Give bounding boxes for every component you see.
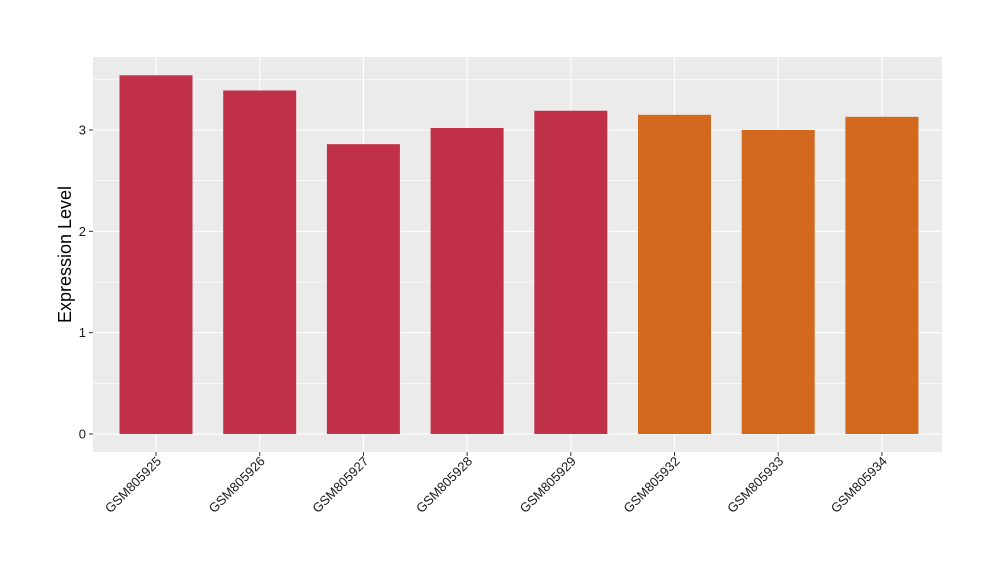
- bars: [119, 75, 919, 435]
- x-tick-label: GSM805925: [102, 454, 164, 516]
- x-axis: GSM805925 GSM805926 GSM805927 GSM805928 GSM8…: [102, 452, 890, 516]
- bar-GSM805927: [326, 144, 400, 435]
- bar-GSM805928: [430, 127, 504, 435]
- x-tick-label: GSM805927: [309, 454, 371, 516]
- x-tick-label: GSM805934: [828, 454, 890, 516]
- x-tick-label: GSM805928: [413, 454, 475, 516]
- bar-GSM805933: [741, 130, 815, 434]
- bar-GSM805926: [223, 90, 297, 434]
- bar-GSM805929: [534, 110, 608, 434]
- bar-GSM805925: [119, 75, 193, 434]
- y-tick-label: 2: [79, 224, 86, 239]
- x-tick-label: GSM805929: [517, 454, 579, 516]
- y-axis-title: Expression Level: [55, 186, 75, 323]
- bar-GSM805932: [638, 114, 711, 435]
- y-tick-label: 0: [79, 427, 86, 442]
- x-tick-label: GSM805926: [206, 454, 268, 516]
- x-tick-label: GSM805933: [724, 454, 786, 516]
- bar-GSM805934: [845, 116, 919, 435]
- y-tick-label: 3: [79, 123, 86, 138]
- y-tick-label: 1: [79, 325, 86, 340]
- x-tick-label: GSM805932: [620, 454, 682, 516]
- y-axis: 0 1 2 3: [79, 123, 93, 442]
